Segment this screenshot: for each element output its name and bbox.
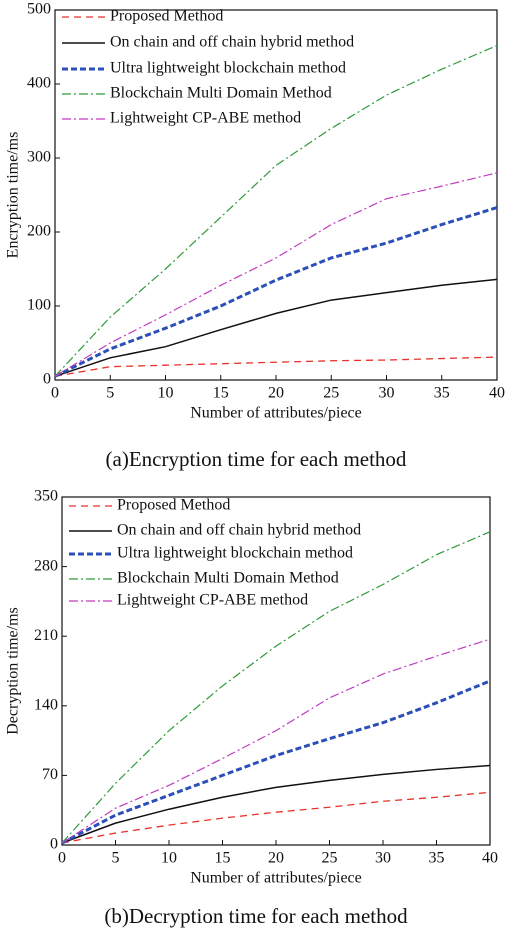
x-tick-label: 15 bbox=[215, 850, 231, 867]
legend-label: Blockchain Multi Domain Method bbox=[110, 85, 332, 102]
series-line bbox=[54, 44, 498, 377]
x-tick-label: 5 bbox=[112, 850, 120, 867]
x-tick-label: 30 bbox=[379, 385, 395, 402]
y-tick-label: 280 bbox=[34, 557, 58, 574]
y-tick-label: 0 bbox=[43, 371, 51, 388]
x-tick-label: 40 bbox=[489, 385, 505, 402]
legend-label: Ultra lightweight blockchain method bbox=[110, 60, 346, 77]
y-tick-label: 200 bbox=[27, 223, 51, 240]
x-tick-label: 20 bbox=[268, 385, 284, 402]
y-tick-label: 0 bbox=[50, 836, 58, 853]
legend-label: Blockchain Multi Domain Method bbox=[117, 570, 339, 587]
legend-label: Ultra lightweight blockchain method bbox=[117, 545, 353, 562]
x-tick-label: 25 bbox=[323, 385, 339, 402]
series-line bbox=[54, 356, 498, 377]
x-tick-label: 35 bbox=[434, 385, 450, 402]
legend-label: Lightweight CP-ABE method bbox=[110, 110, 301, 127]
x-tick-label: 20 bbox=[268, 850, 284, 867]
y-tick-label: 140 bbox=[34, 696, 58, 713]
legend-label: On chain and off chain hybrid method bbox=[117, 522, 361, 539]
y-tick-label: 300 bbox=[27, 149, 51, 166]
y-axis-label: Encryption time/ms bbox=[5, 132, 22, 259]
series-line bbox=[61, 531, 491, 844]
y-tick-label: 500 bbox=[27, 1, 51, 18]
x-tick-label: 5 bbox=[106, 385, 114, 402]
x-tick-label: 40 bbox=[482, 850, 498, 867]
x-tick-label: 0 bbox=[58, 850, 66, 867]
x-tick-label: 30 bbox=[375, 850, 391, 867]
x-tick-label: 0 bbox=[51, 385, 59, 402]
series-line bbox=[54, 206, 498, 378]
legend-label: Proposed Method bbox=[110, 8, 223, 25]
legend-label: Proposed Method bbox=[117, 497, 230, 514]
caption: (a)Encryption time for each method bbox=[106, 447, 407, 471]
legend-label: On chain and off chain hybrid method bbox=[110, 34, 354, 51]
x-tick-label: 15 bbox=[213, 385, 229, 402]
x-tick-label: 10 bbox=[158, 385, 174, 402]
series-line bbox=[61, 764, 491, 844]
x-tick-label: 10 bbox=[161, 850, 177, 867]
x-tick-label: 35 bbox=[429, 850, 445, 867]
series-line bbox=[61, 679, 491, 845]
y-tick-label: 210 bbox=[34, 627, 58, 644]
legend-label: Lightweight CP-ABE method bbox=[117, 592, 308, 609]
x-axis-label: Number of attributes/piece bbox=[190, 870, 362, 887]
x-tick-label: 25 bbox=[322, 850, 338, 867]
series-line bbox=[54, 278, 498, 378]
series-line bbox=[61, 791, 491, 844]
y-tick-label: 350 bbox=[34, 488, 58, 505]
y-tick-label: 70 bbox=[42, 766, 58, 783]
y-tick-label: 100 bbox=[27, 297, 51, 314]
y-tick-label: 400 bbox=[27, 75, 51, 92]
y-axis-label: Decryption time/ms bbox=[5, 607, 22, 735]
series-line bbox=[61, 638, 491, 844]
series-line bbox=[54, 172, 498, 377]
x-axis-label: Number of attributes/piece bbox=[190, 405, 362, 422]
caption: (b)Decryption time for each method bbox=[104, 904, 408, 928]
